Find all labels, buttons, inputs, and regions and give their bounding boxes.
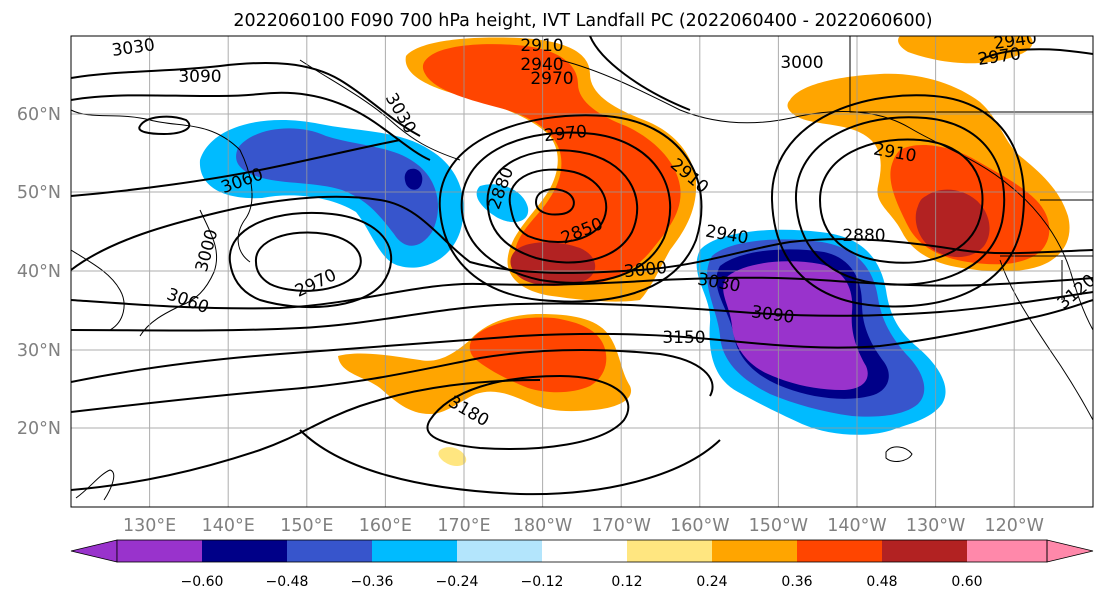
- contour-line: [71, 195, 1093, 274]
- figure-title: 2022060100 F090 700 hPa height, IVT Land…: [233, 11, 932, 31]
- contour-line: [228, 211, 393, 308]
- colorbar-bin: [287, 540, 372, 562]
- contour-line: [71, 139, 401, 197]
- contour-line: [794, 116, 1006, 286]
- negative-anomaly-west-core: [236, 128, 438, 246]
- contour-line: [71, 61, 421, 137]
- colorbar-tick-label: 0.48: [866, 574, 897, 590]
- lon-label: 120°W: [984, 516, 1043, 536]
- negative-anomaly-west-center: [404, 168, 423, 190]
- contour-line: [71, 276, 1093, 310]
- lat-label: 60°N: [17, 105, 61, 125]
- lon-label: 140°W: [827, 516, 886, 536]
- map-panel: 3030 3090 3030 2910 2940 2970 3000 2940 …: [70, 28, 1094, 508]
- contour-label: 2970: [543, 122, 588, 146]
- contour-line: [460, 131, 672, 284]
- lon-label: 160°E: [359, 516, 412, 536]
- colorbar-bin: [797, 540, 882, 562]
- contour-line: [71, 291, 1093, 332]
- lat-label: 50°N: [17, 183, 61, 203]
- lon-label: 170°E: [437, 516, 490, 536]
- positive-anomaly-pnw-core: [915, 189, 990, 258]
- contour-label: 3150: [662, 328, 705, 348]
- colorbar-bin: [882, 540, 967, 562]
- contour-label: 2880: [842, 226, 885, 246]
- gridlines: [71, 36, 1093, 507]
- colorbar-tick-label: 0.36: [781, 574, 812, 590]
- contour-label: 2970: [530, 69, 573, 89]
- contour-line: [138, 115, 191, 136]
- longitude-labels: 130°E 140°E 150°E 160°E 170°E 180°W 170°…: [123, 516, 1044, 536]
- colorbar-extend-max: [1046, 539, 1094, 563]
- colorbar-bin: [627, 540, 712, 562]
- lat-label: 30°N: [17, 341, 61, 361]
- negative-anomaly-east-core: [723, 261, 868, 390]
- colorbar-tick-label: 0.24: [696, 574, 727, 590]
- lon-label: 130°W: [906, 516, 965, 536]
- contour-line: [770, 94, 1025, 308]
- lat-label: 20°N: [17, 419, 61, 439]
- lon-label: 150°E: [280, 516, 333, 536]
- colorbar-ticks: −0.60 −0.48 −0.36 −0.24 −0.12 0.12 0.24 …: [181, 574, 983, 590]
- contour-line: [299, 429, 721, 496]
- colorbar-bin: [967, 540, 1047, 562]
- contour-label: 2940: [520, 55, 563, 75]
- colorbar-tick-label: −0.24: [436, 574, 479, 590]
- contour-line: [438, 114, 703, 303]
- contour-line: [508, 168, 608, 243]
- lon-label: 180°W: [513, 516, 572, 536]
- lon-label: 170°W: [591, 516, 650, 536]
- contour-label: 3000: [623, 258, 668, 282]
- lon-label: 160°W: [670, 516, 729, 536]
- colorbar-tick-label: 0.60: [951, 574, 982, 590]
- colorbar: −0.60 −0.48 −0.36 −0.24 −0.12 0.12 0.24 …: [70, 539, 1094, 590]
- colorbar-bin: [457, 540, 542, 562]
- contour-line: [979, 48, 1093, 61]
- lon-label: 140°E: [202, 516, 255, 536]
- colorbar-tick-label: −0.60: [181, 574, 224, 590]
- positive-anomaly-subtropic-2: [469, 317, 607, 393]
- map-frame: [70, 35, 1094, 508]
- positive-anomaly-bering-2: [422, 44, 681, 285]
- colorbar-frame: [116, 539, 1048, 563]
- contour-label: 2940: [992, 28, 1038, 54]
- latitude-labels: 60°N 50°N 40°N 30°N 20°N: [17, 105, 61, 439]
- colorbar-tick-label: −0.12: [521, 574, 564, 590]
- contour-label: 3090: [178, 67, 221, 87]
- positive-anomaly-subtropic-3: [438, 447, 467, 466]
- positive-anomaly-north-arctic: [898, 36, 1033, 64]
- contour-label: 2910: [520, 36, 563, 56]
- contour-line: [589, 36, 691, 111]
- contour-line: [71, 91, 431, 161]
- lon-label: 130°E: [123, 516, 176, 536]
- colorbar-bin: [542, 540, 627, 562]
- contour-line: [71, 348, 714, 413]
- contour-label: 3000: [780, 53, 823, 73]
- contour-line: [818, 138, 984, 264]
- colorbar-tick-label: 0.12: [611, 574, 642, 590]
- colorbar-bin: [117, 540, 202, 562]
- contour-line: [486, 149, 639, 264]
- height-contours: [71, 36, 1093, 496]
- colorbar-bin: [202, 540, 287, 562]
- colorbar-bin: [372, 540, 457, 562]
- contour-line: [534, 188, 575, 216]
- contour-line: [254, 231, 362, 292]
- colorbar-extend-min: [70, 539, 118, 563]
- contour-line: [71, 299, 1093, 383]
- positive-anomaly-bering-core: [510, 242, 596, 286]
- colorbar-tick-label: −0.36: [351, 574, 394, 590]
- contour-line: [71, 379, 541, 491]
- contour-line: [426, 374, 630, 450]
- colorbar-tick-label: −0.48: [266, 574, 309, 590]
- colorbar-bin: [712, 540, 797, 562]
- negative-anomaly-west-tail: [476, 184, 529, 223]
- lon-label: 150°W: [749, 516, 808, 536]
- lat-label: 40°N: [17, 262, 61, 282]
